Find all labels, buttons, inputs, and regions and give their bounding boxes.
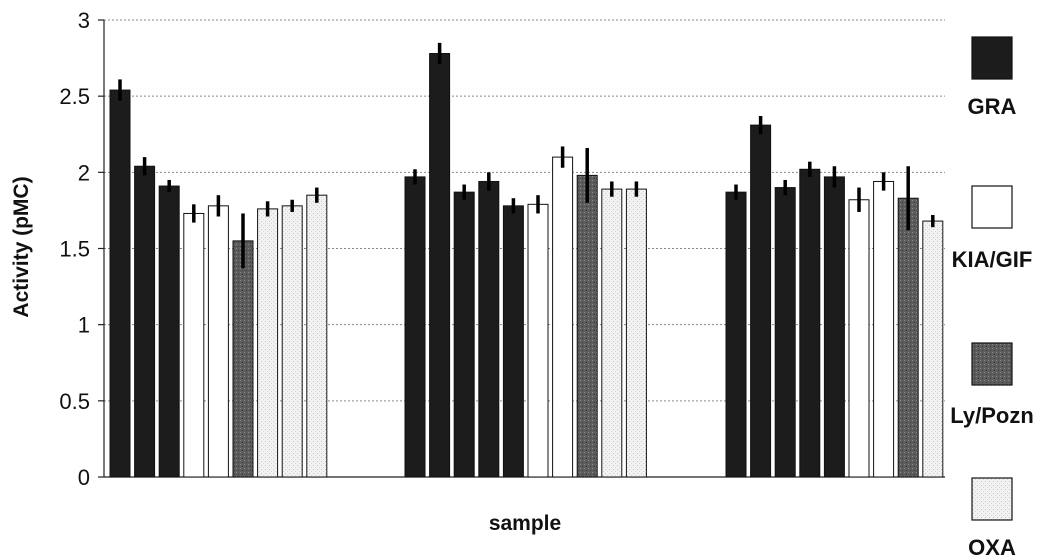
bar: [429, 53, 451, 478]
bar: [257, 208, 279, 478]
bar: [158, 185, 180, 478]
bar: [478, 180, 500, 478]
bar: [897, 197, 919, 478]
bar: [527, 203, 549, 478]
legend-label: GRA: [968, 94, 1017, 119]
bar: [625, 188, 647, 478]
legend-swatch: [971, 477, 1013, 521]
bar: [281, 205, 303, 478]
legend-label: KIA/GIF: [952, 247, 1033, 272]
bar: [848, 199, 870, 478]
axis-labels: Activity (pMC) sample: [10, 176, 561, 535]
bar: [576, 174, 598, 478]
bar: [404, 176, 426, 478]
bar: [873, 180, 895, 478]
bar: [774, 187, 796, 478]
y-tick-label: 1: [78, 313, 90, 338]
bar: [601, 188, 623, 478]
bar: [453, 191, 475, 478]
legend-item: KIA/GIF: [952, 185, 1033, 272]
y-tick-label: 2.5: [59, 84, 90, 109]
bar: [134, 165, 156, 478]
legend-label: OXA: [968, 535, 1016, 559]
y-tick-label: 0.5: [59, 389, 90, 414]
bar: [232, 240, 254, 478]
legend-label: Ly/Pozn: [950, 403, 1034, 428]
legend: GRA KIA/GIF Ly/Pozn OXA: [950, 36, 1034, 559]
y-tick-label: 1.5: [59, 237, 90, 262]
bars: [109, 42, 944, 478]
bar: [725, 191, 747, 478]
bar-group-3: [725, 115, 944, 478]
legend-swatch: [971, 185, 1013, 229]
bar: [799, 168, 821, 478]
bar: [109, 89, 131, 478]
legend-swatch: [971, 36, 1013, 80]
bar: [552, 156, 574, 478]
bar: [183, 212, 205, 478]
bar: [750, 124, 772, 478]
legend-item: GRA: [968, 36, 1017, 119]
bar-group-2: [404, 42, 647, 478]
y-tick-label: 2: [78, 160, 90, 185]
bar: [823, 176, 845, 478]
y-tick-label: 3: [78, 8, 90, 33]
x-axis-label: sample: [489, 512, 561, 535]
y-axis-label: Activity (pMC): [10, 176, 33, 317]
legend-item: Ly/Pozn: [950, 342, 1034, 428]
bar: [306, 194, 328, 478]
bar: [502, 205, 524, 478]
bar-group-1: [109, 79, 328, 478]
bar: [922, 220, 944, 478]
y-tick-label: 0: [78, 465, 90, 490]
legend-swatch: [971, 342, 1013, 386]
legend-item: OXA: [968, 477, 1016, 559]
bar: [207, 205, 229, 478]
